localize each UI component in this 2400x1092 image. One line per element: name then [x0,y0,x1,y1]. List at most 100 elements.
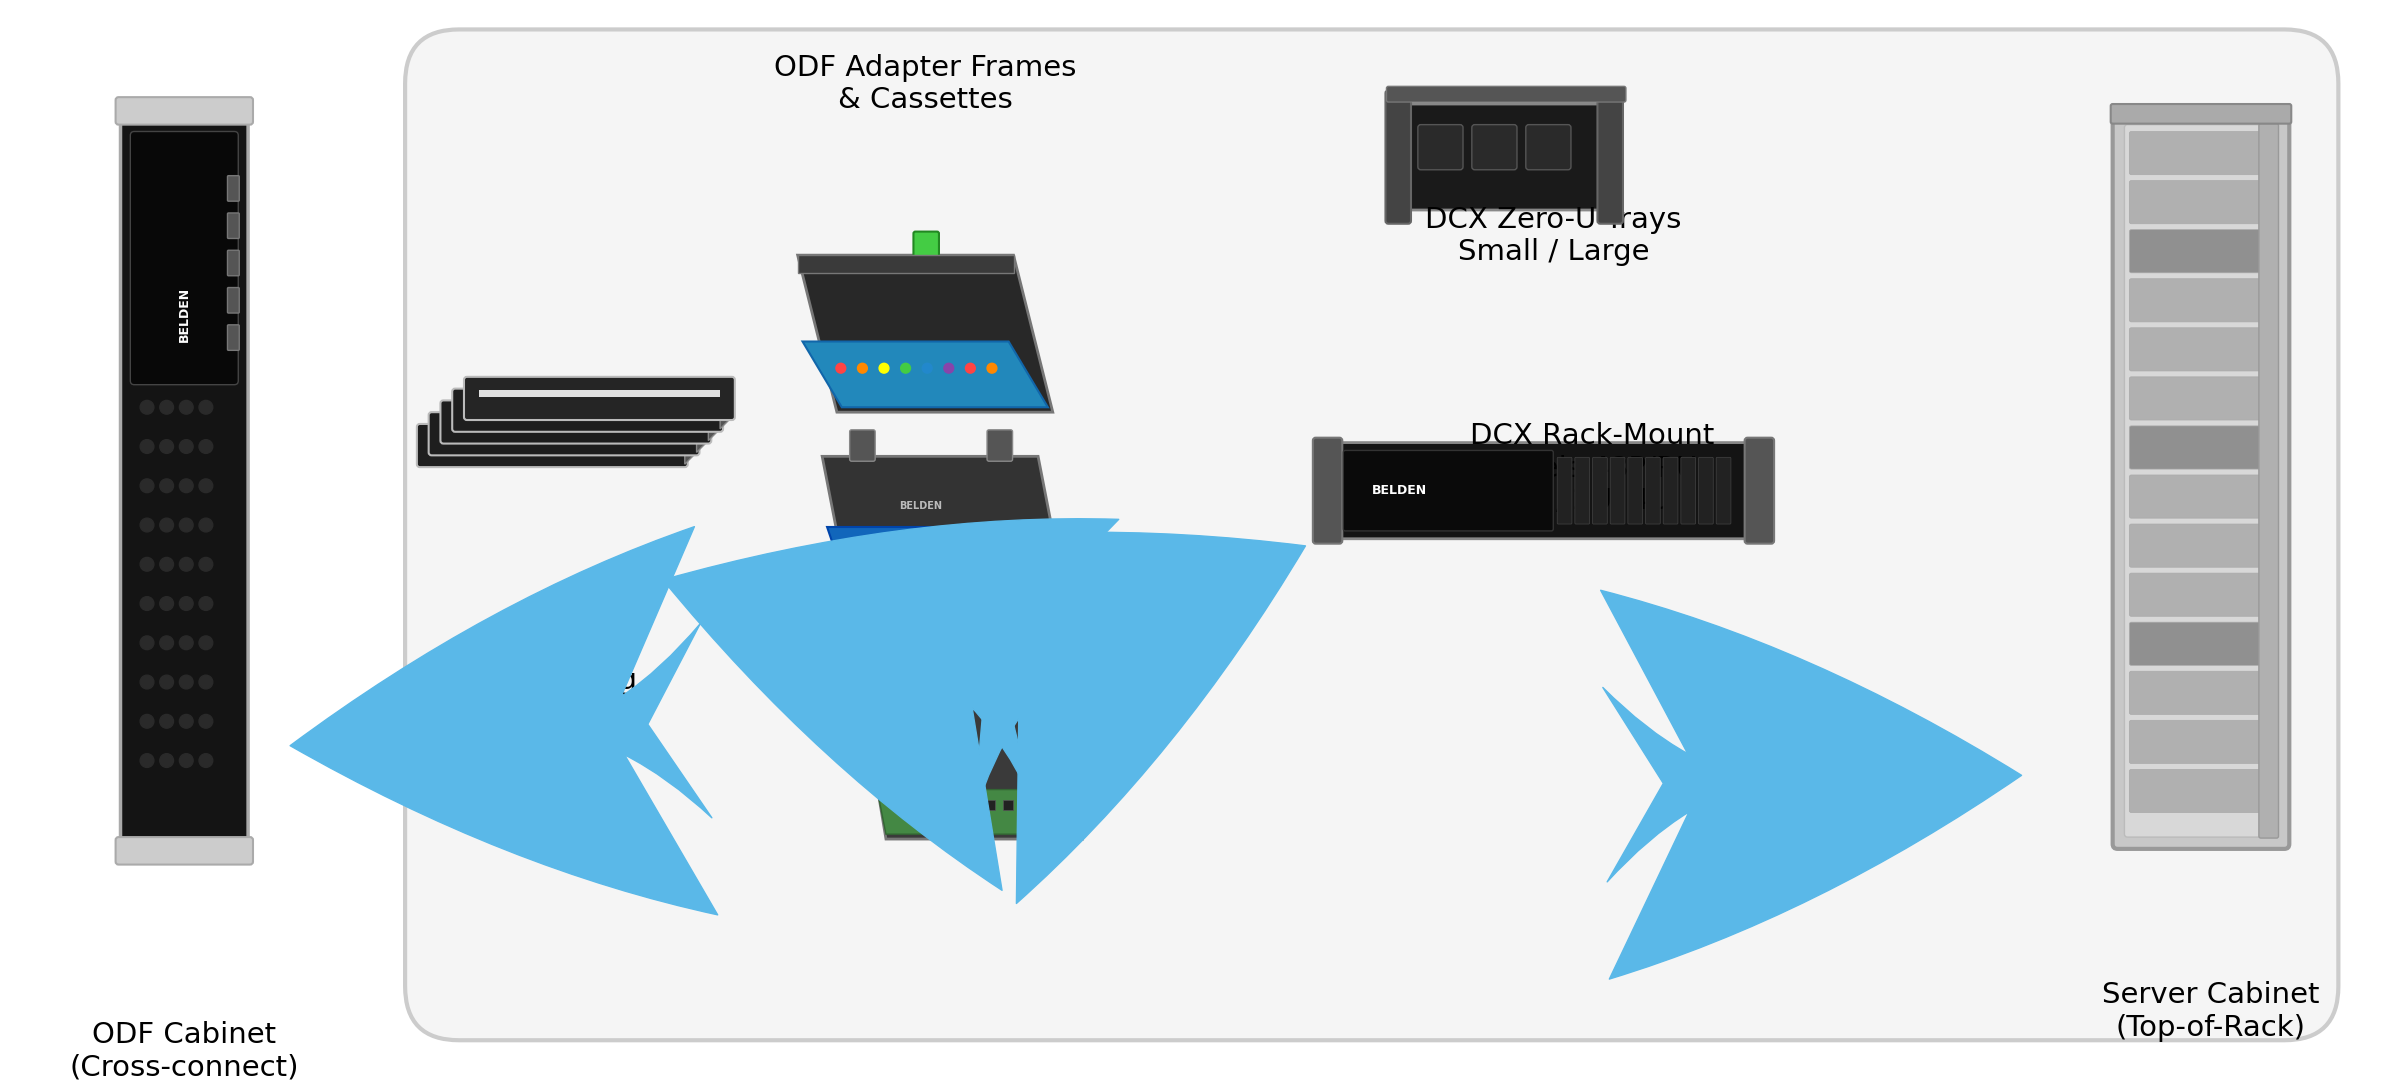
Circle shape [199,440,214,453]
FancyBboxPatch shape [1471,124,1517,169]
FancyBboxPatch shape [418,424,689,467]
Circle shape [139,557,154,571]
Circle shape [180,596,192,610]
Text: BELDEN: BELDEN [1373,484,1428,497]
Bar [1039,800,1049,810]
FancyBboxPatch shape [228,287,240,313]
FancyBboxPatch shape [1598,91,1622,224]
FancyBboxPatch shape [1334,442,1754,538]
Circle shape [199,519,214,532]
Text: ODF Housing
48P/RU (384F): ODF Housing 48P/RU (384F) [437,667,648,727]
Text: BELDEN: BELDEN [900,501,941,511]
Polygon shape [684,415,696,464]
Text: Server Cabinet
(Top-of-Rack): Server Cabinet (Top-of-Rack) [2102,982,2318,1042]
Circle shape [161,440,173,453]
FancyBboxPatch shape [2129,573,2273,616]
Circle shape [965,364,974,373]
FancyBboxPatch shape [120,111,247,850]
Bar [1003,800,1013,810]
FancyBboxPatch shape [1402,104,1606,210]
Circle shape [199,557,214,571]
FancyBboxPatch shape [888,541,910,563]
Circle shape [922,364,931,373]
FancyBboxPatch shape [1646,458,1661,524]
Circle shape [878,364,888,373]
Circle shape [199,636,214,650]
FancyBboxPatch shape [130,131,238,384]
FancyBboxPatch shape [1344,450,1553,531]
FancyBboxPatch shape [857,541,878,563]
Circle shape [199,675,214,689]
Text: DCX Zero-U Trays
Small / Large: DCX Zero-U Trays Small / Large [1426,206,1682,266]
Polygon shape [797,256,1013,273]
FancyBboxPatch shape [115,838,252,865]
Bar [984,800,996,810]
Text: ODF Cabinet
(Cross-connect): ODF Cabinet (Cross-connect) [70,1021,300,1081]
Circle shape [835,364,845,373]
FancyBboxPatch shape [1313,438,1342,544]
Circle shape [139,714,154,728]
Polygon shape [708,392,720,441]
FancyBboxPatch shape [1008,568,1030,591]
FancyBboxPatch shape [2129,475,2273,519]
Circle shape [180,479,192,492]
Circle shape [199,401,214,414]
Circle shape [180,753,192,768]
FancyBboxPatch shape [1418,124,1464,169]
FancyBboxPatch shape [1716,458,1730,524]
Circle shape [161,596,173,610]
Circle shape [161,636,173,650]
Circle shape [199,714,214,728]
FancyBboxPatch shape [1699,458,1714,524]
Text: DCX Rack-Mount
Panels 48P/RU
1U, 2U, 4U: DCX Rack-Mount Panels 48P/RU 1U, 2U, 4U [1471,422,1714,514]
Bar [898,800,907,810]
Text: BELDEN: BELDEN [178,286,190,342]
Circle shape [139,596,154,610]
FancyBboxPatch shape [1610,458,1625,524]
Polygon shape [720,380,732,429]
Polygon shape [823,456,1073,633]
FancyBboxPatch shape [1574,458,1589,524]
FancyBboxPatch shape [2258,123,2278,838]
FancyBboxPatch shape [1387,86,1625,102]
FancyBboxPatch shape [2129,229,2273,273]
FancyBboxPatch shape [1663,458,1678,524]
FancyBboxPatch shape [922,568,943,591]
FancyBboxPatch shape [2129,131,2273,175]
FancyBboxPatch shape [1558,458,1572,524]
FancyBboxPatch shape [979,568,1001,591]
Circle shape [180,401,192,414]
Polygon shape [797,256,1054,412]
Circle shape [180,519,192,532]
Circle shape [139,519,154,532]
Bar [432,437,672,444]
Circle shape [161,675,173,689]
Circle shape [139,401,154,414]
FancyBboxPatch shape [1627,458,1642,524]
Polygon shape [828,527,1068,628]
FancyBboxPatch shape [228,324,240,351]
FancyBboxPatch shape [950,568,972,591]
Bar [967,800,977,810]
Circle shape [161,714,173,728]
Circle shape [180,675,192,689]
Bar [468,402,708,410]
Bar [914,800,924,810]
Circle shape [180,557,192,571]
FancyBboxPatch shape [946,541,967,563]
Text: ⎍: ⎍ [955,728,972,756]
FancyBboxPatch shape [862,568,883,591]
FancyBboxPatch shape [2129,328,2273,371]
FancyBboxPatch shape [2124,124,2278,838]
FancyBboxPatch shape [2129,278,2273,322]
Polygon shape [696,403,708,452]
Bar [950,800,960,810]
Polygon shape [857,663,1082,839]
Polygon shape [802,342,1049,407]
Circle shape [180,440,192,453]
Bar [478,390,720,397]
Bar [444,425,684,432]
FancyBboxPatch shape [430,412,698,455]
Circle shape [139,440,154,453]
FancyBboxPatch shape [2129,622,2273,665]
